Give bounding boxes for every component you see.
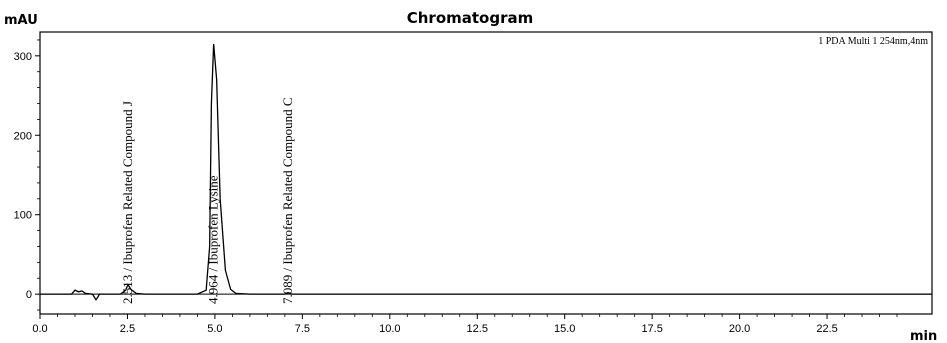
chromatogram-trace (40, 43, 932, 301)
peak-annotations: 2.513 / Ibuprofen Related Compound J 4.96… (120, 97, 295, 304)
chart-title: Chromatogram (407, 9, 534, 27)
x-tick-label: 5.0 (207, 323, 222, 335)
x-tick-label: 15.0 (554, 323, 575, 335)
y-tick-label: 100 (14, 210, 32, 222)
y-axis-label: mAU (4, 13, 38, 28)
y-tick-label: 200 (14, 130, 32, 142)
legend-entry: 1 PDA Multi 1 254nm,4nm (818, 36, 928, 47)
y-tick-label: 0 (26, 289, 32, 301)
peak-label: 7.089 / Ibuprofen Related Compound C (280, 97, 295, 304)
y-axis-ticks: 0 100 200 300 (14, 39, 40, 311)
plot-area-frame (39, 31, 933, 315)
x-tick-label: 22.5 (816, 323, 837, 335)
x-tick-label: 17.5 (641, 323, 662, 335)
peak-label: 2.513 / Ibuprofen Related Compound J (120, 101, 135, 304)
x-tick-label: 2.5 (120, 323, 135, 335)
x-axis-ticks: 0.0 2.5 5.0 7.5 10.0 12.5 15.0 17.5 20.0 22.5 (32, 314, 898, 335)
x-tick-label: 0.0 (32, 323, 47, 335)
y-tick-label: 300 (14, 51, 32, 63)
x-tick-label: 20.0 (729, 323, 750, 335)
x-axis-label: min (910, 329, 937, 343)
x-tick-label: 12.5 (467, 323, 488, 335)
x-tick-label: 7.5 (295, 323, 310, 335)
peak-label: 4.964 / Ibuprofen Lysine (206, 175, 221, 304)
x-tick-label: 10.0 (379, 323, 400, 335)
